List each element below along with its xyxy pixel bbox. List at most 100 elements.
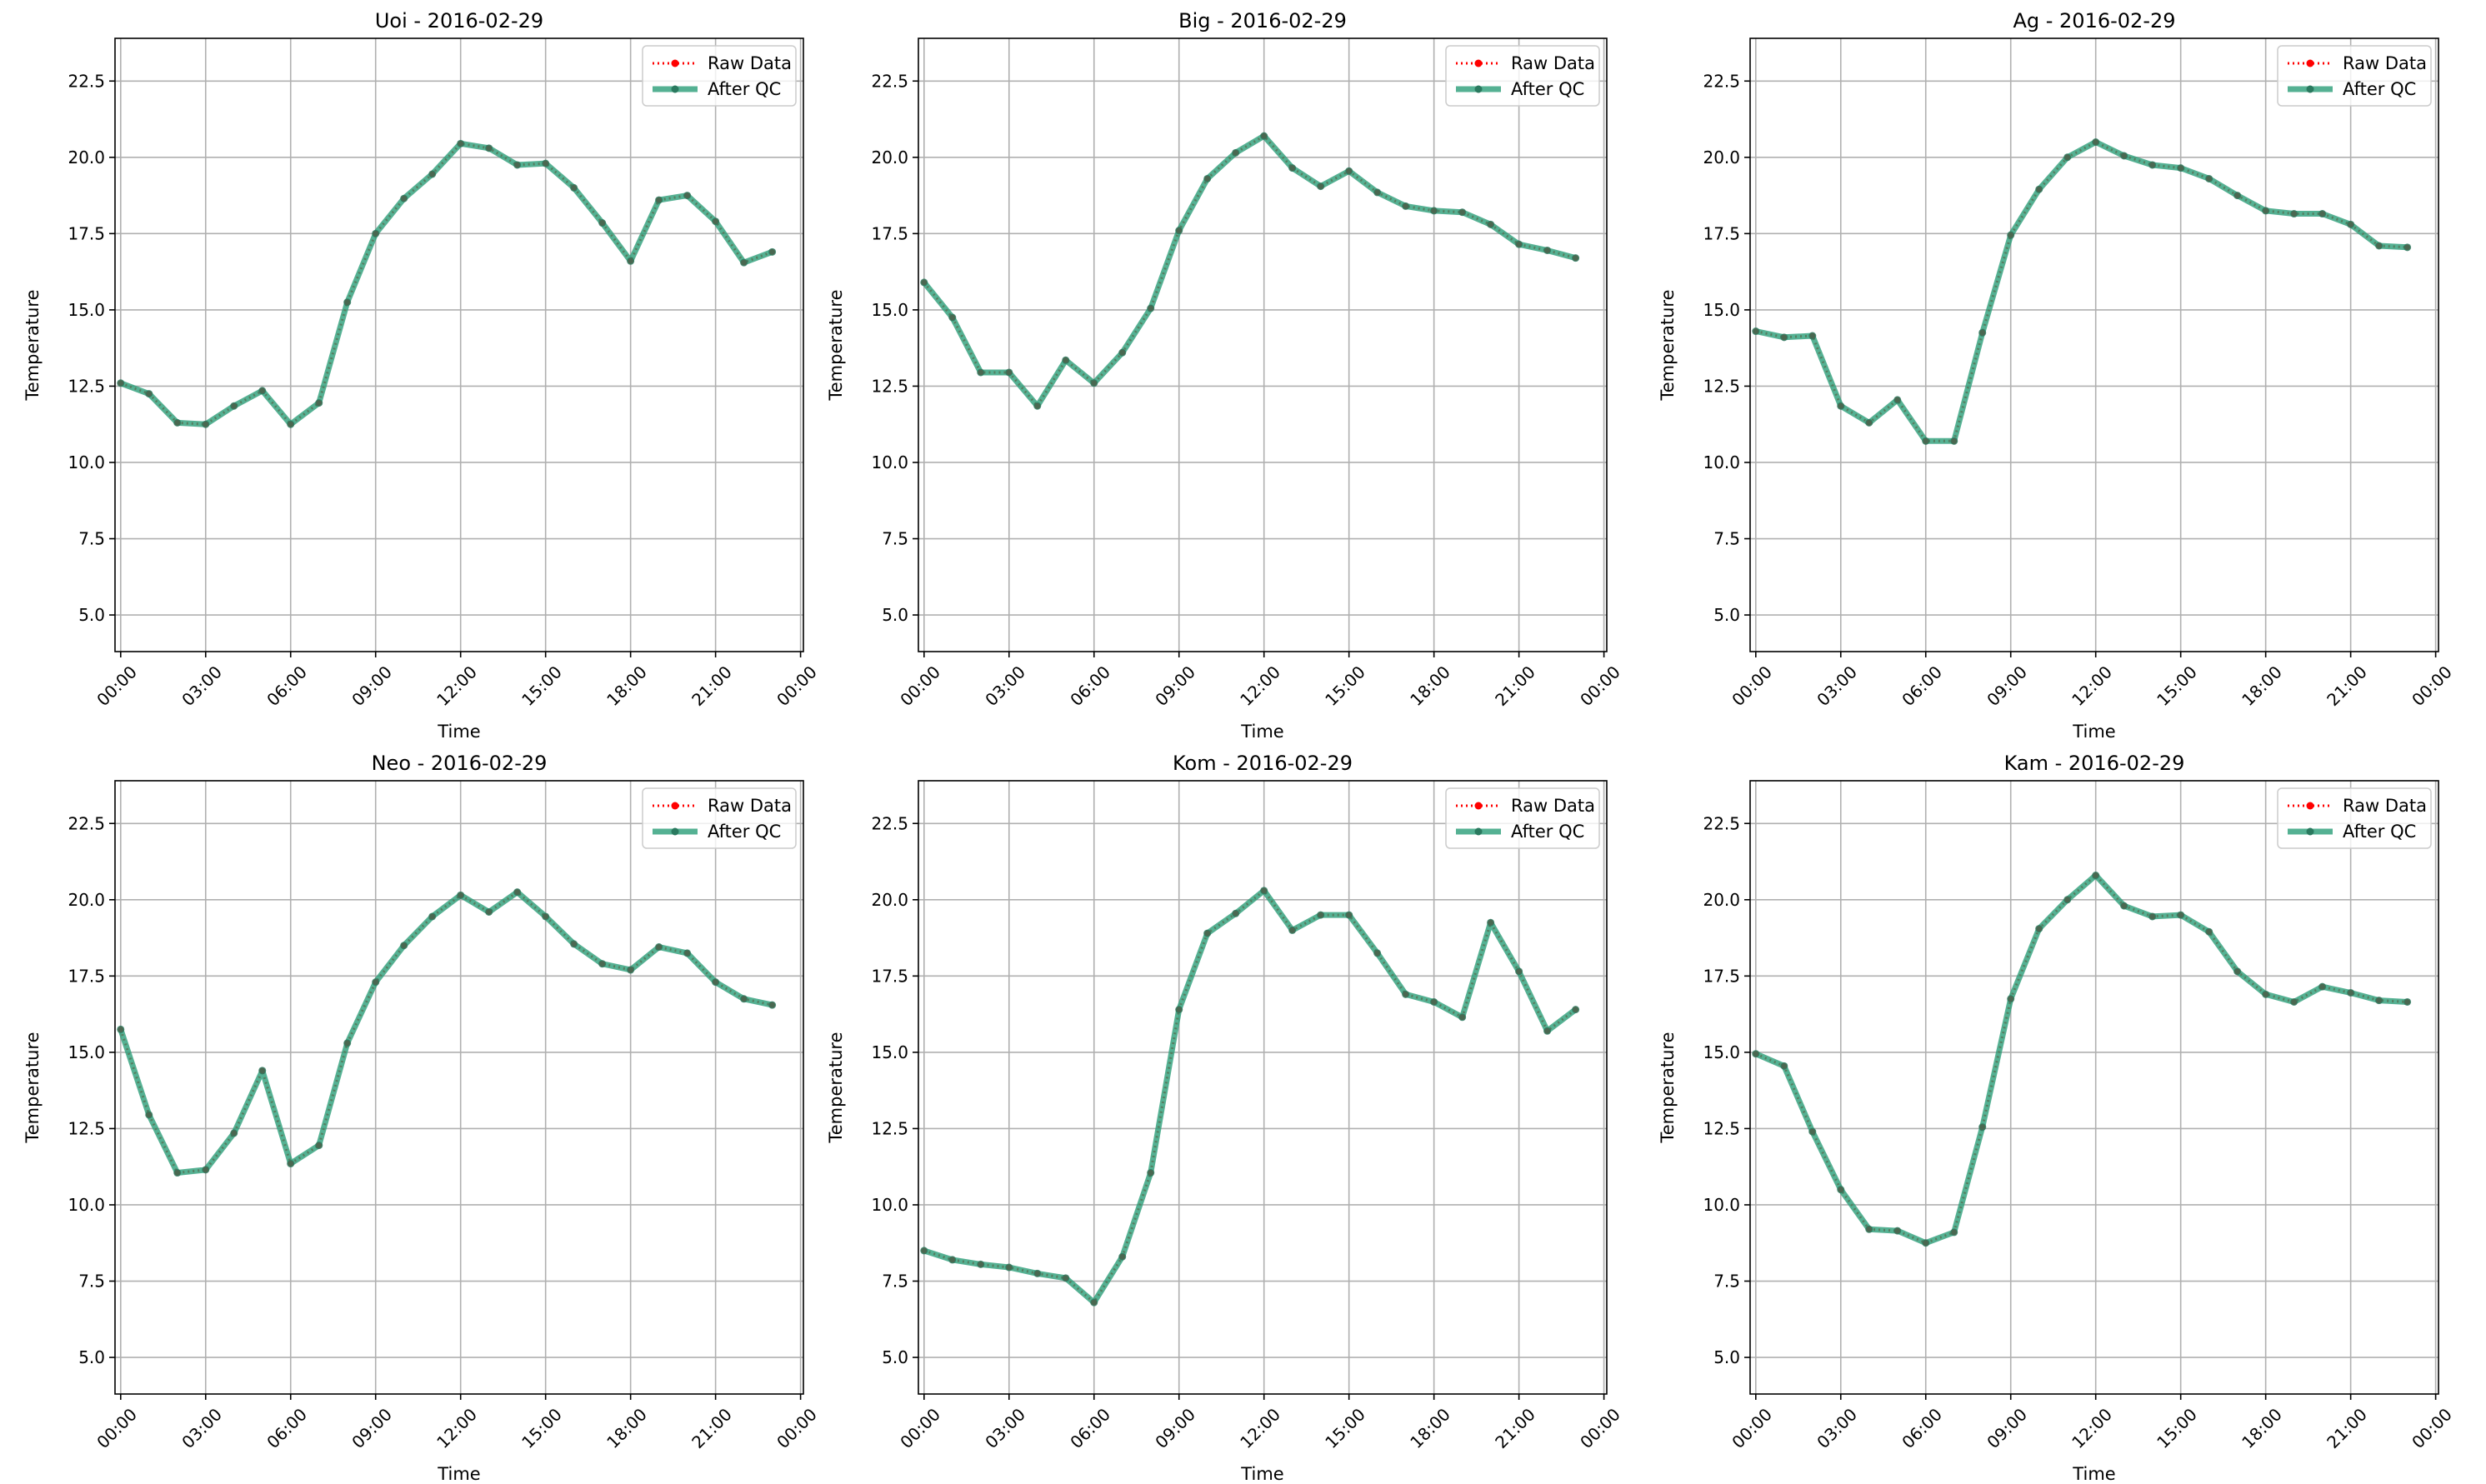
data-point-after-qc: [173, 418, 182, 427]
data-point-after-qc: [1033, 1269, 1042, 1277]
data-point-after-qc: [2092, 137, 2100, 146]
x-tick-label: 06:00: [1066, 662, 1114, 710]
data-point-after-qc: [1922, 437, 1930, 445]
chart-title: Kam - 2016-02-29: [2004, 752, 2185, 775]
data-point-after-qc: [683, 192, 692, 200]
data-point-after-qc: [655, 196, 663, 204]
legend-marker-after-qc: [671, 85, 679, 93]
legend: Raw Data After QC: [2277, 45, 2432, 107]
legend-label: Raw Data: [1511, 796, 1595, 816]
data-point-after-qc: [400, 194, 408, 202]
data-point-after-qc: [683, 949, 692, 957]
legend-label: After QC: [1511, 822, 1584, 842]
data-point-after-qc: [2205, 927, 2213, 936]
legend-label: After QC: [2343, 79, 2416, 99]
x-tick-label: 18:00: [2238, 1404, 2286, 1452]
y-axis-label: Temperature: [826, 1032, 846, 1143]
x-tick-label: 12:00: [1236, 662, 1284, 710]
data-point-after-qc: [1837, 402, 1845, 410]
data-point-after-qc: [2063, 153, 2072, 162]
y-tick-label: 17.5: [68, 966, 105, 986]
y-tick-label: 20.0: [1703, 890, 1740, 910]
chart-title: Ag - 2016-02-29: [2013, 9, 2175, 32]
x-tick-label: 12:00: [2068, 662, 2116, 710]
x-tick-label: 06:00: [1066, 1404, 1114, 1452]
legend-label: Raw Data: [708, 53, 792, 73]
legend-marker-raw-data: [671, 802, 679, 810]
x-tick-label: 03:00: [981, 662, 1029, 710]
data-point-after-qc: [1090, 379, 1098, 387]
data-point-after-qc: [202, 420, 210, 428]
legend-marker-after-qc: [1474, 85, 1483, 93]
data-point-after-qc: [2205, 174, 2213, 182]
data-point-after-qc: [655, 943, 663, 952]
x-tick-label: 15:00: [1321, 662, 1369, 710]
subplot-5: 5.0 7.5 10.0 12.5 15.0 17.5 20.0 22.5 00:00 03:00…: [826, 752, 1624, 1484]
y-tick-label: 10.0: [68, 1195, 105, 1215]
data-point-after-qc: [400, 942, 408, 950]
data-point-after-qc: [920, 278, 928, 287]
y-tick-label: 17.5: [871, 223, 908, 243]
x-tick-label: 00:00: [1576, 662, 1624, 710]
x-tick-label: 09:00: [348, 662, 396, 710]
data-point-after-qc: [977, 368, 985, 377]
x-axis-label: Time: [2072, 1464, 2115, 1484]
x-axis-label: Time: [437, 722, 480, 742]
y-axis-label: Temperature: [1658, 1032, 1678, 1143]
data-point-after-qc: [372, 978, 380, 987]
legend: Raw Data After QC: [642, 45, 797, 107]
data-point-after-qc: [1062, 1274, 1070, 1282]
y-tick-label: 17.5: [68, 223, 105, 243]
data-point-after-qc: [1175, 1006, 1183, 1014]
data-point-after-qc: [1837, 1186, 1845, 1194]
x-tick-label: 06:00: [1898, 1404, 1946, 1452]
data-point-after-qc: [948, 313, 957, 322]
x-tick-label: 21:00: [688, 1404, 736, 1452]
data-point-after-qc: [1893, 396, 1902, 404]
data-point-after-qc: [1865, 418, 1873, 427]
data-point-after-qc: [485, 144, 493, 152]
x-tick-label: 06:00: [263, 662, 311, 710]
data-point-after-qc: [145, 390, 153, 398]
x-tick-label: 18:00: [603, 662, 651, 710]
axes-frame: [114, 37, 804, 652]
x-axis-label: Time: [2072, 722, 2115, 742]
x-axis-label: Time: [437, 1464, 480, 1484]
data-point-after-qc: [1950, 437, 1958, 445]
data-point-after-qc: [1203, 174, 1212, 182]
data-point-after-qc: [627, 966, 635, 974]
x-tick-label: 00:00: [896, 1404, 944, 1452]
data-point-after-qc: [1118, 1252, 1127, 1261]
data-point-after-qc: [1175, 227, 1183, 235]
legend-marker-raw-data: [1474, 59, 1483, 67]
data-point-after-qc: [1893, 1227, 1902, 1235]
data-point-after-qc: [2120, 152, 2128, 160]
data-point-after-qc: [1033, 402, 1042, 410]
data-point-after-qc: [570, 183, 578, 192]
legend: Raw Data After QC: [1445, 787, 1600, 849]
legend-label: After QC: [2343, 822, 2416, 842]
data-point-after-qc: [315, 399, 323, 407]
x-tick-label: 18:00: [603, 1404, 651, 1452]
y-tick-label: 10.0: [871, 452, 908, 472]
series-line-raw-data: [1755, 873, 2408, 1245]
data-point-after-qc: [1345, 167, 1353, 175]
data-point-after-qc: [768, 247, 777, 256]
y-tick-label: 22.5: [68, 71, 105, 91]
x-tick-label: 09:00: [1151, 662, 1199, 710]
y-tick-label: 17.5: [871, 966, 908, 986]
y-tick-label: 15.0: [68, 1042, 105, 1062]
y-axis-label: Temperature: [826, 289, 846, 401]
legend: Raw Data After QC: [2277, 787, 2432, 849]
data-point-after-qc: [1572, 1006, 1580, 1014]
data-point-after-qc: [1005, 368, 1013, 377]
data-point-after-qc: [2035, 185, 2043, 193]
y-tick-label: 15.0: [1703, 300, 1740, 320]
data-point-after-qc: [457, 891, 465, 899]
data-point-after-qc: [457, 139, 465, 147]
data-point-after-qc: [428, 912, 437, 921]
x-tick-label: 03:00: [1813, 662, 1861, 710]
data-point-after-qc: [948, 1256, 957, 1264]
data-point-after-qc: [2290, 210, 2298, 218]
data-point-after-qc: [1752, 327, 1760, 336]
